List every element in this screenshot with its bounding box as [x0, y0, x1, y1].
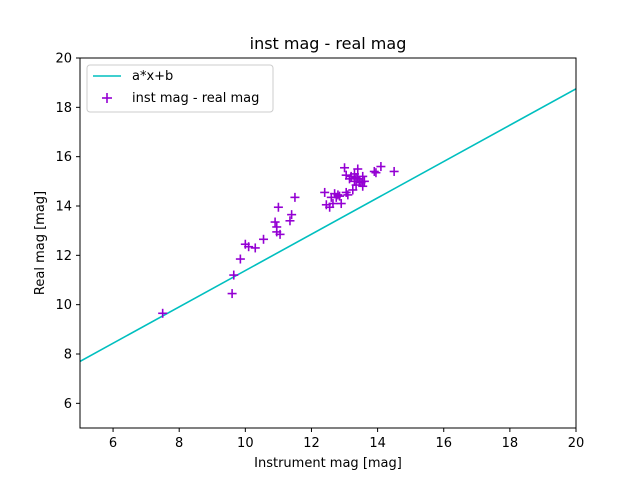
data-point	[376, 162, 386, 172]
data-point	[358, 181, 368, 191]
data-point	[328, 199, 338, 209]
x-tick-label: 14	[369, 436, 386, 451]
x-axis-label: Instrument mag [mag]	[254, 456, 402, 471]
y-axis-ticks: 6 8 10 12 14 16 18 20	[55, 52, 80, 412]
data-point	[358, 171, 368, 181]
data-point	[244, 242, 254, 252]
data-point	[343, 190, 353, 200]
data-point	[158, 308, 168, 318]
y-tick-label: 10	[55, 298, 72, 313]
x-tick-label: 18	[502, 436, 519, 451]
data-point	[250, 243, 260, 253]
y-tick-label: 20	[55, 52, 72, 67]
x-tick-label: 8	[175, 436, 183, 451]
data-point	[290, 192, 300, 202]
data-point	[371, 168, 381, 178]
data-point	[333, 190, 343, 200]
legend-box	[86, 64, 274, 113]
data-point	[369, 166, 379, 176]
data-point	[275, 229, 285, 239]
x-tick-label: 16	[435, 436, 452, 451]
data-point	[259, 234, 269, 244]
data-point	[235, 254, 245, 264]
data-point	[336, 199, 346, 209]
y-tick-label: 18	[55, 101, 72, 116]
axes-frame	[79, 57, 577, 429]
data-point	[353, 164, 363, 174]
plot-area	[80, 88, 576, 363]
points-layer	[158, 162, 399, 318]
data-point	[359, 176, 369, 186]
y-tick-label: 14	[55, 200, 72, 215]
data-point	[270, 217, 280, 227]
chart-title: inst mag - real mag	[250, 34, 407, 53]
data-point	[227, 289, 237, 299]
data-point	[229, 270, 239, 280]
data-point	[348, 185, 358, 195]
x-tick-label: 10	[237, 436, 254, 451]
y-tick-label: 6	[64, 397, 72, 412]
data-point	[273, 202, 283, 212]
x-axis-ticks: 6 8 10 12 14 16 18 20	[109, 428, 584, 451]
data-point	[320, 187, 330, 197]
y-tick-label: 12	[55, 249, 72, 264]
x-tick-label: 6	[109, 436, 117, 451]
x-tick-label: 20	[568, 436, 585, 451]
data-point	[335, 191, 345, 201]
legend-label-fit: a*x+b	[132, 69, 173, 84]
y-tick-label: 16	[55, 150, 72, 165]
data-point	[285, 216, 295, 226]
data-point	[389, 166, 399, 176]
data-point	[287, 210, 297, 220]
x-tick-label: 12	[303, 436, 320, 451]
legend-plus-marker	[102, 93, 112, 103]
legend-label-scatter: inst mag - real mag	[132, 91, 259, 106]
data-point	[340, 163, 350, 173]
legend: a*x+b inst mag - real mag	[86, 64, 274, 113]
y-tick-label: 8	[64, 348, 72, 363]
y-axis-label: Real mag [mag]	[33, 191, 48, 295]
